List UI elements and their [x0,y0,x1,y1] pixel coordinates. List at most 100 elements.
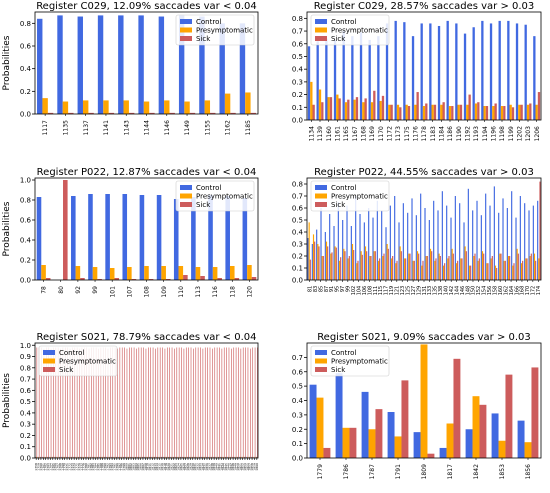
bar-sick-1802 [131,347,133,458]
bar-sick-1168 [364,98,367,120]
y-tick-label: 0.2 [20,432,31,440]
bar-control-1783 [92,456,93,458]
bar-presymptomatic-1860 [256,456,258,458]
bar-sick-135 [487,263,489,280]
y-tick-label: 0.8 [292,15,303,23]
bar-presymptomatic-1173 [396,104,400,120]
bar-sick-1844 [223,347,225,458]
bar-presymptomatic-1837 [209,456,210,458]
x-tick-label: 1854 [243,463,247,471]
bar-presymptomatic-1853 [498,440,506,458]
bar-presymptomatic-98 [369,256,371,280]
bar-presymptomatic-1798 [121,456,122,458]
bar-sick-139 [504,260,506,280]
bar-sick-97 [366,251,368,280]
bar-control-1184 [437,25,441,121]
bar-presymptomatic-1206 [535,104,538,120]
bar-control-1135 [57,15,63,114]
legend-swatch-sick [43,367,55,372]
bar-sick-144 [526,258,528,280]
bar-presymptomatic-1149 [184,101,190,114]
x-tick-label: 1835 [203,463,207,471]
bar-control-141 [511,191,513,280]
x-tick-label: 1849 [234,463,238,471]
y-tick-label: 0.4 [20,409,32,417]
x-tick-label: 1786 [343,464,350,479]
bar-presymptomatic-127 [451,248,453,280]
x-tick-label: 1780 [84,463,88,471]
y-tick-label: 0.5 [20,398,31,406]
bar-sick-1169 [373,90,376,120]
bar-presymptomatic-1825 [180,456,182,458]
legend-box [175,180,255,212]
x-tick-label: 1196 [490,126,497,141]
bar-sick-1805 [138,347,140,458]
bar-control-95 [355,196,357,280]
bar-presymptomatic-1160 [327,97,330,120]
bar-presymptomatic-1780 [85,456,87,458]
y-axis-label: Probabilities [2,201,12,256]
legend-swatch-control [43,350,55,355]
bar-sick-111 [400,251,402,280]
x-tick-label: 1806 [139,463,143,471]
bar-control-1791 [387,412,395,458]
bar-sick-1832 [197,347,199,458]
y-axis-label: Probabilities [2,35,12,90]
bar-presymptomatic-88 [330,253,332,280]
bar-presymptomatic-1789 [102,456,103,458]
bar-sick-128 [457,260,459,280]
bar-control-1777 [80,456,81,458]
bar-sick-1762 [45,347,47,458]
legend-label-sick: Sick [331,201,346,209]
bar-presymptomatic-145 [529,256,531,280]
x-tick-label: 99 [346,286,352,292]
bar-presymptomatic-1831 [194,456,196,458]
bar-control-1186 [446,20,449,120]
bar-control-1196 [489,23,493,120]
x-tick-label: 1117 [42,120,49,135]
bar-control-1786 [335,373,343,458]
x-tick-label: 1829 [188,463,192,471]
x-tick-label: 1778 [82,463,86,471]
x-tick-label: 1168 [360,126,367,141]
bar-presymptomatic-1822 [173,456,175,458]
bar-presymptomatic-84 [312,234,315,280]
x-tick-label: 1856 [525,464,532,479]
legend-label-presymptomatic: Presymptomatic [59,358,116,366]
bar-control-1857 [248,456,250,458]
bar-presymptomatic-113 [195,267,201,280]
bar-control-1825 [179,456,181,458]
bar-control-1799 [123,456,124,458]
x-tick-label: 1817 [447,464,454,479]
bar-control-100 [372,217,374,280]
bar-sick-1804 [136,348,137,458]
bar-control-1194 [481,20,484,120]
legend-label-presymptomatic: Presymptomatic [196,193,253,201]
bar-presymptomatic-1824 [178,456,179,458]
x-tick-label: 1203 [525,126,532,141]
y-tick-label: 0.7 [292,28,303,36]
bar-presymptomatic-109 [161,266,166,280]
bar-control-1185 [239,23,246,114]
bar-control-1202 [515,23,519,120]
bar-presymptomatic-111 [399,246,401,280]
legend-label-presymptomatic: Presymptomatic [196,27,253,35]
bar-control-103 [381,210,383,280]
bar-control-1763 [47,456,48,458]
bar-control-1842 [465,429,473,458]
bar-sick-1837 [209,347,211,458]
bar-control-102 [376,200,378,280]
y-tick-label: 0.6 [20,387,32,395]
x-tick-label: 1776 [77,463,81,471]
bar-presymptomatic-1782 [90,456,92,458]
bar-presymptomatic-90 [338,260,341,280]
bar-sick-1175 [407,106,411,120]
bar-control-1802 [130,456,131,458]
bar-control-113 [191,197,196,280]
bar-sick-1846 [228,347,230,458]
bar-presymptomatic-1190 [457,104,460,120]
bar-control-126 [446,205,448,280]
bar-sick-1828 [188,347,189,458]
bar-presymptomatic-1814 [156,456,158,458]
